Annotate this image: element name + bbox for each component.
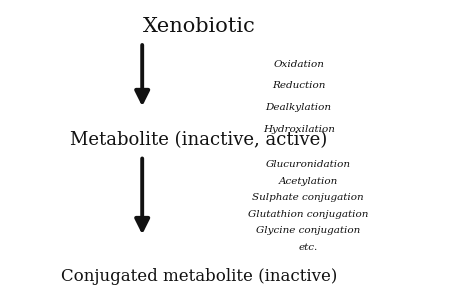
Text: Conjugated metabolite (inactive): Conjugated metabolite (inactive)	[61, 268, 337, 285]
Text: Glutathion conjugation: Glutathion conjugation	[248, 210, 368, 219]
Text: Reduction: Reduction	[272, 81, 325, 90]
Text: Acetylation: Acetylation	[279, 177, 337, 185]
Text: Sulphate conjugation: Sulphate conjugation	[252, 193, 364, 202]
Text: Hydroxilation: Hydroxilation	[263, 125, 335, 134]
Text: Oxidation: Oxidation	[273, 60, 324, 68]
Text: Glucuronidation: Glucuronidation	[265, 160, 351, 169]
Text: Glycine conjugation: Glycine conjugation	[256, 226, 360, 235]
Text: Metabolite (inactive, active): Metabolite (inactive, active)	[71, 131, 328, 149]
Text: etc.: etc.	[299, 243, 318, 252]
Text: Dealkylation: Dealkylation	[265, 103, 332, 112]
Text: Xenobiotic: Xenobiotic	[143, 17, 255, 36]
